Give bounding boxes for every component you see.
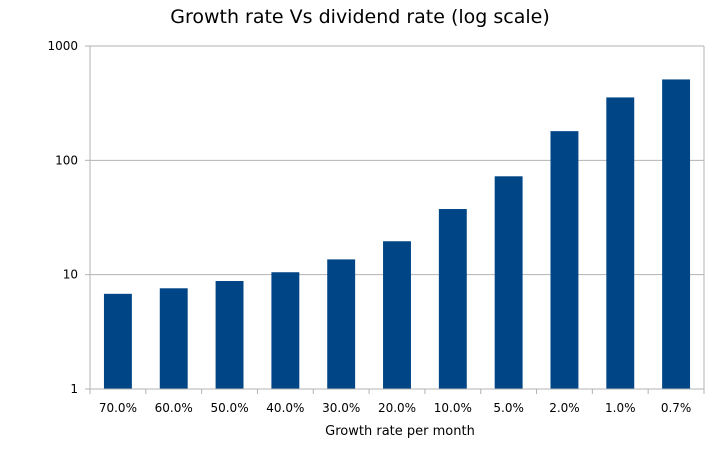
x-tick-label: 20.0% xyxy=(378,401,416,415)
bars xyxy=(103,79,691,390)
bar xyxy=(103,293,132,389)
x-tick-labels: 70.0% 60.0% 50.0% 40.0% 30.0% 20.0% 10.0% 5.0% 2… xyxy=(99,401,691,415)
y-tick-label: 10 xyxy=(63,268,78,282)
bar xyxy=(494,176,523,389)
bar xyxy=(550,131,579,390)
x-tick-label: 2.0% xyxy=(549,401,580,415)
x-tick-label: 5.0% xyxy=(493,401,524,415)
bar xyxy=(606,97,635,389)
chart-title: Growth rate Vs dividend rate (log scale) xyxy=(170,6,550,28)
y-tick-label: 1 xyxy=(70,382,78,396)
x-tick-label: 0.7% xyxy=(661,401,692,415)
x-tick-label: 10.0% xyxy=(434,401,472,415)
bar xyxy=(327,259,356,389)
x-axis-label: Growth rate per month xyxy=(325,424,475,439)
x-tick-label: 70.0% xyxy=(99,401,137,415)
bar xyxy=(271,272,300,389)
x-tick-label: 50.0% xyxy=(210,401,248,415)
bar xyxy=(159,288,188,389)
bar xyxy=(383,241,411,389)
y-tick-label: 100 xyxy=(55,153,78,167)
y-tick-label: 1000 xyxy=(47,39,78,53)
bar xyxy=(215,281,244,389)
x-tick-label: 60.0% xyxy=(155,401,193,415)
axes xyxy=(85,45,705,394)
bar xyxy=(662,79,691,389)
x-tick-label: 40.0% xyxy=(266,401,304,415)
y-tick-labels: 1 10 100 1000 xyxy=(47,39,78,396)
x-tick-label: 1.0% xyxy=(605,401,636,415)
x-tick-label: 30.0% xyxy=(322,401,360,415)
bar xyxy=(438,209,467,389)
